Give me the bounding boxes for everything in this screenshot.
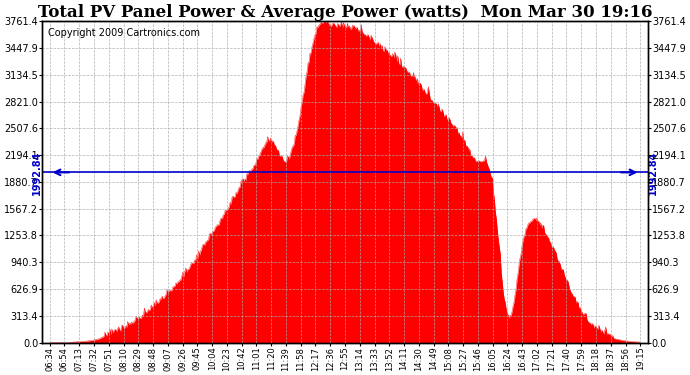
Text: 1992.84: 1992.84 (648, 150, 658, 195)
Text: Copyright 2009 Cartronics.com: Copyright 2009 Cartronics.com (48, 28, 200, 38)
Title: Total PV Panel Power & Average Power (watts)  Mon Mar 30 19:16: Total PV Panel Power & Average Power (wa… (38, 4, 652, 21)
Text: 1992.84: 1992.84 (32, 150, 42, 195)
